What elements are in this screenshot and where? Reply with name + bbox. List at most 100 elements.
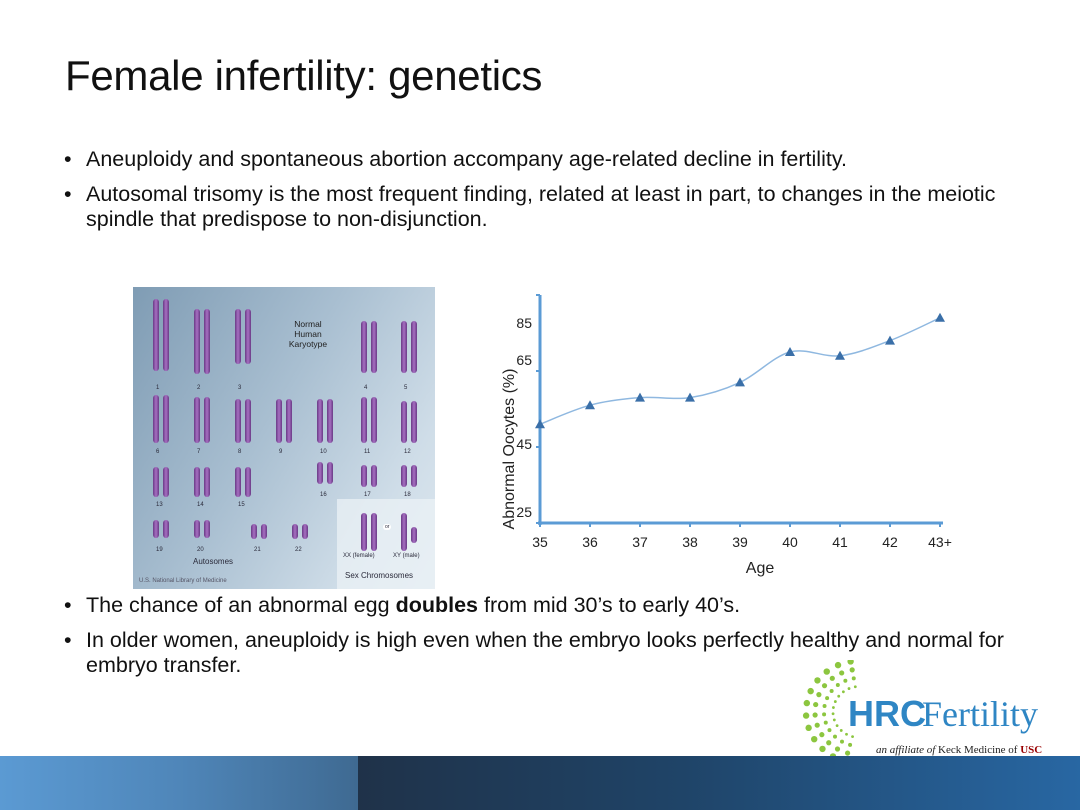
chromosome-icon [302, 524, 308, 539]
sunburst-dot [853, 685, 857, 689]
sunburst-dot [829, 688, 834, 693]
chromosome-number: 19 [156, 547, 163, 553]
chromosome-icon [235, 399, 241, 443]
chromosome-number: 21 [254, 547, 261, 553]
sunburst-dot [835, 683, 840, 688]
x-tick-label: 42 [882, 534, 898, 550]
sunburst-dot [823, 668, 830, 675]
chromosome-number: 14 [197, 502, 204, 508]
bullet-text-post: from mid 30’s to early 40’s. [478, 593, 741, 617]
slide-title: Female infertility: genetics [65, 52, 543, 99]
chromosome-number: 13 [156, 502, 163, 508]
top-bullet-list: • Aneuploidy and spontaneous abortion acc… [62, 147, 1052, 242]
sex-chromosome-icon [411, 527, 417, 543]
or-label: or [383, 524, 392, 530]
bullet-dot: • [64, 147, 72, 171]
sunburst-dot [832, 706, 835, 709]
karyotype-title: Normal Human Karyotype [283, 319, 333, 349]
logo-tagline: an affiliate of Keck Medicine of USC [876, 744, 1042, 756]
x-tick-label: 36 [582, 534, 598, 550]
data-point-marker [935, 312, 945, 322]
x-tick-label: 37 [632, 534, 648, 550]
karyotype-title-line: Human [294, 329, 322, 339]
chromosome-icon [194, 309, 200, 374]
sunburst-dot [819, 732, 825, 738]
sunburst-dot [827, 728, 832, 733]
sunburst-dot [847, 660, 854, 665]
sex-chromosome-icon [361, 513, 367, 551]
bullet-text-pre: The chance of an abnormal egg [86, 593, 396, 617]
footer-band-right [358, 756, 1080, 810]
sunburst-dot [834, 746, 841, 752]
chromosome-number: 12 [404, 449, 411, 455]
x-tick-label: 39 [732, 534, 748, 550]
bullet-item: • Autosomal trisomy is the most frequent … [62, 182, 1052, 232]
y-tick-label: 85 [516, 315, 532, 331]
chromosome-icon [286, 399, 292, 443]
bullet-text: Aneuploidy and spontaneous abortion acco… [86, 147, 847, 171]
bullet-item: • In older women, aneuploidy is high even… [62, 628, 1006, 678]
chromosome-icon [153, 467, 159, 497]
data-point-marker [685, 392, 695, 402]
chromosome-number: 1 [156, 385, 160, 391]
chromosome-icon [163, 467, 169, 497]
sunburst-dot [805, 724, 812, 732]
sunburst-dot [821, 683, 828, 689]
autosomes-label: Autosomes [193, 557, 234, 566]
bullet-dot: • [64, 182, 72, 206]
chromosome-number: 6 [156, 449, 160, 455]
sunburst-dot [839, 670, 845, 676]
chromosome-icon [411, 321, 417, 373]
sunburst-dot [851, 676, 856, 681]
x-tick-label: 40 [782, 534, 798, 550]
sunburst-dot [848, 742, 853, 747]
chromosome-icon [371, 465, 377, 487]
bullet-item: • The chance of an abnormal egg doubles f… [62, 593, 1052, 618]
chromosome-icon [235, 309, 241, 364]
karyotype-image: Normal Human Karyotype Autosomes Sex Chr… [133, 287, 435, 589]
chromosome-icon [163, 520, 169, 538]
sex-chromosome-panel [337, 499, 435, 589]
chromosome-number: 16 [320, 492, 327, 498]
sunburst-dot [851, 735, 854, 739]
footer-band-left [0, 756, 358, 810]
logo-brand-light: Fertility [922, 694, 1038, 734]
sunburst-dot [847, 687, 851, 690]
chromosome-icon [317, 399, 323, 443]
bullet-text-bold: doubles [395, 593, 478, 617]
series-line [539, 317, 941, 425]
sunburst-dot [837, 694, 841, 698]
data-point-marker [785, 347, 795, 356]
sex-chromosomes-label: Sex Chromosomes [345, 571, 414, 580]
x-axis-label: Age [746, 560, 775, 577]
chromosome-icon [204, 520, 210, 538]
sunburst-dot [843, 678, 848, 683]
sunburst-dot [822, 712, 827, 717]
sex-chromosome-icon [401, 513, 407, 551]
chromosome-icon [371, 397, 377, 443]
chromosome-icon [371, 321, 377, 373]
sunburst-dot [822, 704, 827, 709]
x-tick-label: 35 [532, 534, 548, 550]
y-tick-label: 25 [516, 504, 532, 520]
chromosome-icon [194, 467, 200, 497]
bullet-dot: • [64, 628, 72, 652]
chromosome-number: 20 [197, 547, 204, 553]
chromosome-icon [153, 520, 159, 538]
chromosome-icon [411, 465, 417, 487]
chromosome-number: 9 [279, 449, 283, 455]
image-credit: U.S. National Library of Medicine [139, 578, 227, 584]
chromosome-number: 10 [320, 449, 327, 455]
sunburst-dot [832, 718, 836, 722]
data-point-marker [535, 419, 545, 429]
y-axis-label: Abnormal Oocytes (%) [501, 369, 518, 530]
xy-label: XY (male) [393, 553, 420, 559]
chromosome-icon [401, 401, 407, 443]
logo-brand-bold: HRC [848, 693, 926, 734]
sunburst-dot [849, 667, 855, 673]
chromosome-icon [276, 399, 282, 443]
chromosome-number: 17 [364, 492, 371, 498]
chromosome-number: 3 [238, 385, 242, 391]
chromosome-icon [153, 299, 159, 371]
bullet-dot: • [64, 593, 72, 617]
